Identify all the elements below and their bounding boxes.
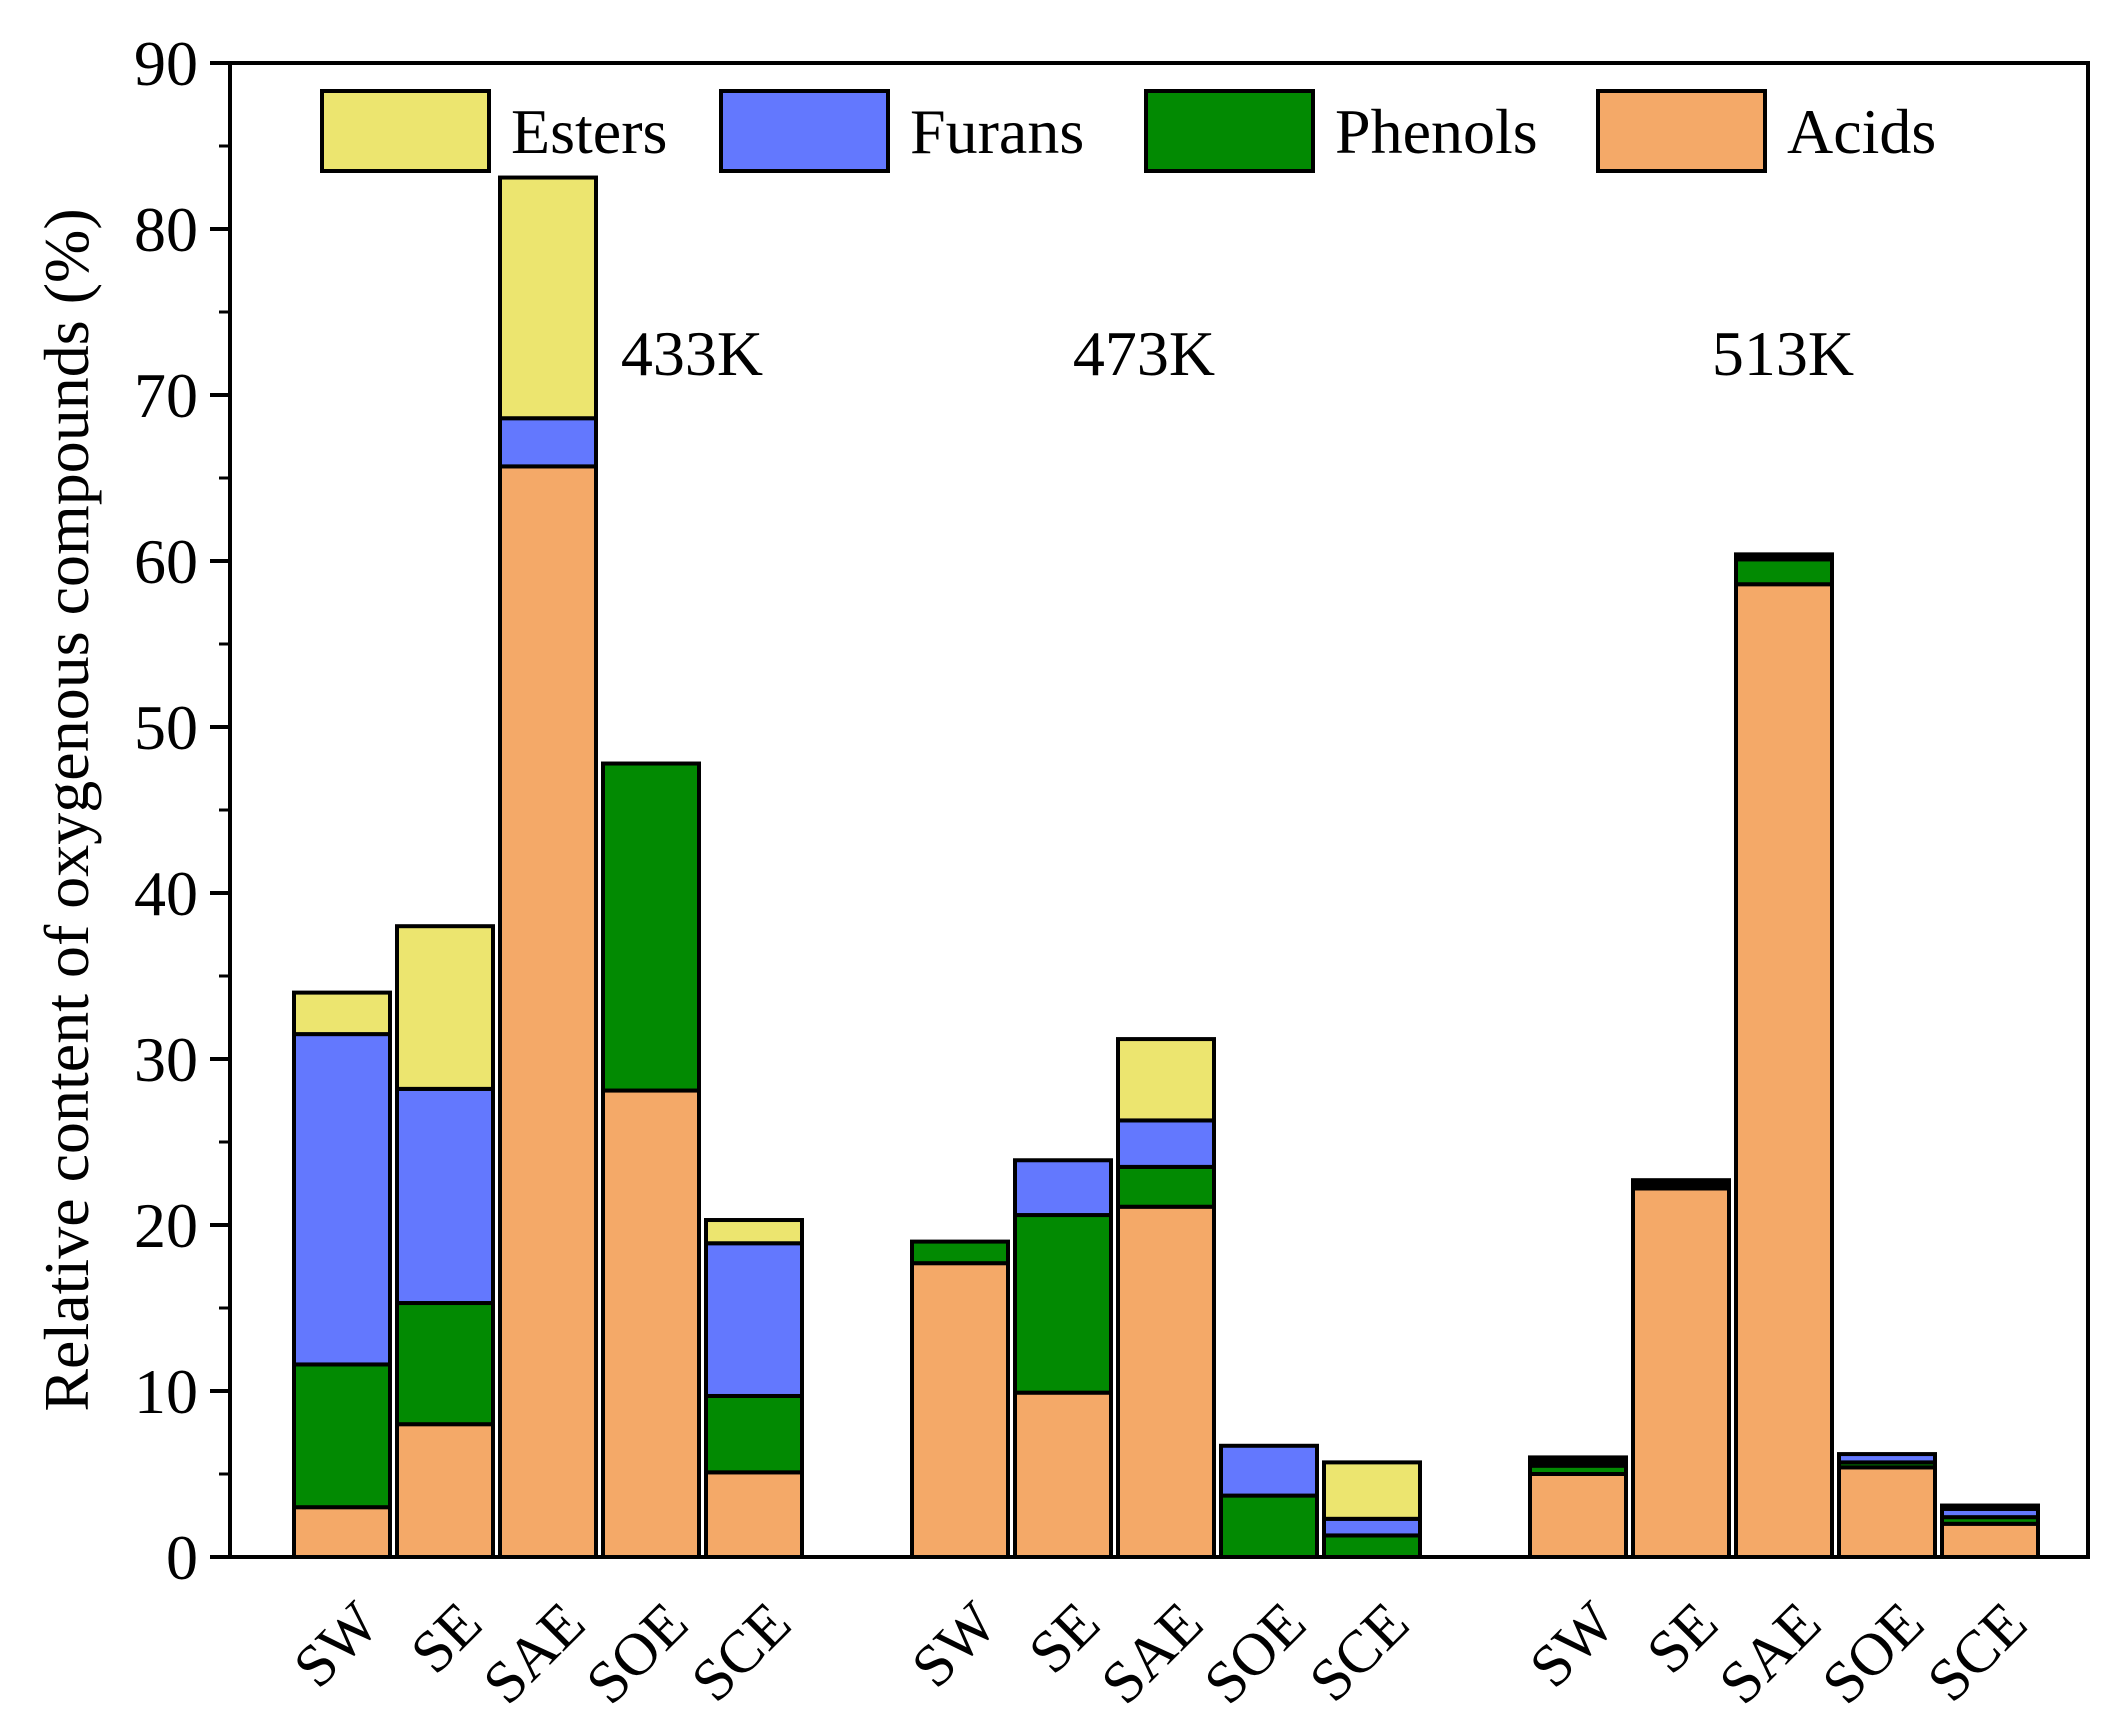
legend-label-acids: Acids <box>1787 96 1936 167</box>
y-tick-label: 60 <box>134 526 198 597</box>
x-tick-label: SCE <box>679 1590 803 1714</box>
bar-segment-phenols <box>910 1239 1010 1266</box>
bar-segment-acids <box>601 1088 701 1560</box>
y-tick-label: 30 <box>134 1024 198 1095</box>
bar-segment-phenols <box>1116 1164 1216 1209</box>
x-tick-label: SOE <box>1809 1590 1936 1717</box>
bar-segment-furans <box>1837 1452 1937 1465</box>
bar-segment-phenols <box>1734 557 1834 587</box>
legend-label-phenols: Phenols <box>1335 96 1538 167</box>
y-tick-label: 0 <box>166 1522 198 1593</box>
x-tick-label: SAE <box>1706 1590 1833 1717</box>
bar-segment-acids <box>1734 582 1834 1559</box>
bar-segment-acids <box>292 1505 392 1559</box>
x-tick-label: SCE <box>1915 1590 2039 1714</box>
bar-segment-phenols <box>601 761 701 1093</box>
bar-segment-esters <box>292 990 392 1037</box>
bar-segment-furans <box>1116 1118 1216 1169</box>
y-tick-label: 80 <box>134 194 198 265</box>
x-tick-label: SAE <box>470 1590 597 1717</box>
group-labels: 433K 473K 513K <box>621 318 1854 389</box>
bar-segment-cap <box>1940 1503 2040 1511</box>
y-tick-label: 40 <box>134 858 198 929</box>
group-label: 473K <box>1073 318 1215 389</box>
y-axis-title: Relative content of oxygenous compounds … <box>31 208 102 1411</box>
bar-segment-acids <box>1631 1186 1731 1559</box>
bar-segment-cap <box>1631 1178 1731 1189</box>
bar-segment-acids <box>1013 1390 1113 1560</box>
x-tick-label: SOE <box>1191 1590 1318 1717</box>
bar-segment-furans <box>1322 1516 1422 1538</box>
bar-segment-acids <box>1940 1521 2040 1560</box>
bar-segment-phenols <box>1322 1533 1422 1560</box>
y-axis: 0 10 20 30 40 50 60 70 80 90 <box>134 28 230 1593</box>
x-tick-label: SOE <box>573 1590 700 1717</box>
bar-segment-esters <box>1116 1037 1216 1123</box>
legend-swatch-phenols <box>1144 89 1315 173</box>
bar-segment-acids <box>1116 1204 1216 1559</box>
legend-label-furans: Furans <box>910 96 1084 167</box>
bar-segment-acids <box>395 1422 495 1559</box>
legend-swatch-furans <box>719 89 890 173</box>
bar-segment-furans <box>292 1032 392 1367</box>
y-tick-label: 20 <box>134 1190 198 1261</box>
x-tick-label: SW <box>899 1589 1010 1700</box>
bar-segment-furans <box>704 1241 804 1398</box>
group-label: 433K <box>621 318 763 389</box>
bar-segment-acids <box>1528 1472 1628 1559</box>
legend: Esters Furans Phenols Acids <box>320 89 1936 173</box>
bar-segment-furans <box>1013 1158 1113 1218</box>
y-tick-label: 90 <box>134 28 198 99</box>
legend-swatch-acids <box>1596 89 1767 173</box>
bar-segment-furans <box>498 416 598 469</box>
legend-label-esters: Esters <box>511 96 667 167</box>
x-tick-label: SCE <box>1297 1590 1421 1714</box>
x-tick-label: SW <box>1517 1589 1628 1700</box>
legend-swatch-esters <box>320 89 491 173</box>
bar-segment-esters <box>704 1218 804 1246</box>
x-tick-label: SW <box>281 1589 392 1700</box>
bar-segment-furans <box>395 1086 495 1306</box>
y-tick-label: 50 <box>134 692 198 763</box>
group-label: 513K <box>1712 318 1854 389</box>
bar-segment-phenols <box>395 1301 495 1427</box>
bar-segment-esters <box>498 175 598 421</box>
bar-segment-acids <box>498 464 598 1559</box>
y-tick-label: 70 <box>134 360 198 431</box>
bar-segment-furans <box>1219 1443 1319 1498</box>
bar-segment-acids <box>910 1261 1010 1560</box>
bar-segment-phenols <box>704 1393 804 1475</box>
bar-segment-cap <box>1734 552 1834 562</box>
bar-segment-phenols <box>1013 1213 1113 1395</box>
bar-segment-cap <box>1528 1455 1628 1468</box>
bar-segment-esters <box>1322 1460 1422 1521</box>
x-tick-label: SAE <box>1088 1590 1215 1717</box>
y-tick-label: 10 <box>134 1356 198 1427</box>
bar-segment-acids <box>1837 1465 1937 1559</box>
bar-segment-phenols <box>292 1362 392 1510</box>
plot-frame <box>228 61 2090 1559</box>
bar-segment-phenols <box>1219 1493 1319 1559</box>
bar-segment-esters <box>395 924 495 1091</box>
bar-segment-acids <box>704 1470 804 1559</box>
